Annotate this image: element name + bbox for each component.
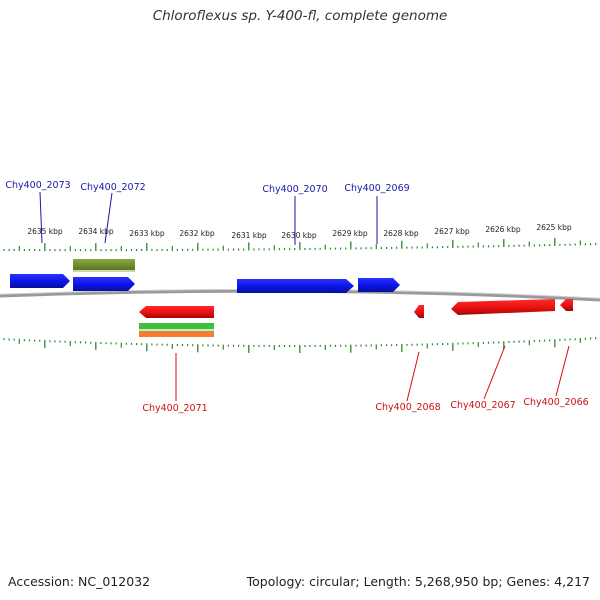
ruler-labels: 2635 kbp 2634 kbp 2633 kbp 2632 kbp 2631…	[27, 223, 572, 240]
genome-title: Chloroflexus sp. Y-400-fl, complete geno…	[152, 8, 448, 24]
gene-label-bottom[interactable]: Chy400_2066	[523, 397, 588, 408]
feature-green-shadow	[139, 329, 214, 331]
ruler-label: 2631 kbp	[231, 231, 267, 240]
gene-chy400-2069[interactable]	[358, 278, 400, 292]
ruler-label: 2630 kbp	[281, 231, 317, 240]
ruler-label: 2633 kbp	[129, 229, 165, 238]
ruler-label: 2629 kbp	[332, 229, 368, 238]
forward-genes	[10, 274, 400, 293]
gene-chy400-2071[interactable]	[139, 306, 214, 318]
lower-ruler	[3, 337, 597, 354]
label-leaders	[39, 191, 570, 402]
gene-label-bottom[interactable]: Chy400_2071	[142, 403, 207, 414]
feature-olive-bar[interactable]	[73, 259, 135, 272]
gene-chy400-2066[interactable]	[560, 299, 573, 311]
feature-olive-shadow	[73, 270, 135, 272]
gene-label-top[interactable]: Chy400_2069	[344, 183, 409, 194]
upper-ruler	[3, 238, 597, 252]
gene-chy400-2073[interactable]	[10, 274, 70, 288]
leader-line-2073	[39, 191, 43, 244]
gene-label-top[interactable]: Chy400_2072	[80, 182, 145, 193]
reverse-genes	[139, 299, 573, 318]
ruler-label: 2625 kbp	[536, 223, 572, 232]
ruler-label: 2628 kbp	[383, 229, 419, 238]
gene-label-top[interactable]: Chy400_2073	[5, 180, 70, 191]
ruler-label: 2632 kbp	[179, 229, 215, 238]
ruler-label: 2626 kbp	[485, 225, 521, 234]
gene-chy400-2072[interactable]	[73, 277, 135, 291]
ruler-label: 2635 kbp	[27, 227, 63, 236]
gene-chy400-2070[interactable]	[237, 279, 354, 293]
feature-orange-bar[interactable]	[139, 331, 214, 337]
gene-label-bottom[interactable]: Chy400_2067	[450, 400, 515, 411]
ruler-label: 2634 kbp	[78, 227, 114, 236]
genome-summary-text: Topology: circular; Length: 5,268,950 bp…	[246, 574, 590, 589]
leader-line-2067	[483, 345, 506, 400]
gene-labels: Chy400_2073 Chy400_2072 Chy400_2070 Chy4…	[5, 180, 588, 414]
ruler-label: 2627 kbp	[434, 227, 470, 236]
gene-chy400-2068[interactable]	[414, 305, 424, 318]
leader-line-2072	[104, 192, 113, 244]
gene-label-top[interactable]: Chy400_2070	[262, 184, 327, 195]
leader-line-2066	[555, 345, 570, 397]
feature-green-bar[interactable]	[139, 323, 214, 329]
gene-label-bottom[interactable]: Chy400_2068	[375, 402, 440, 413]
accession-text: Accession: NC_012032	[8, 574, 151, 589]
leader-line-2068	[406, 351, 420, 402]
gene-chy400-2067[interactable]	[451, 299, 555, 315]
